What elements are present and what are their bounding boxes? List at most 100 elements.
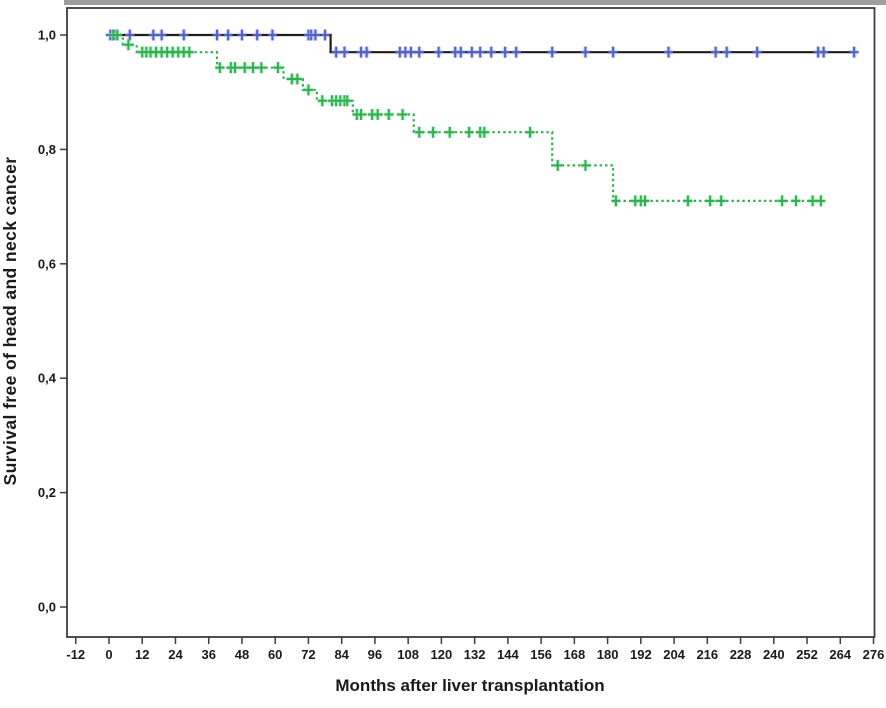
y-tick-label: 0,6 — [38, 256, 56, 271]
censor-plus-mark — [580, 46, 590, 58]
y-tick-label: 0,4 — [38, 371, 57, 386]
censor-plus-mark — [373, 109, 383, 121]
x-tick-label: 72 — [301, 647, 315, 662]
y-axis-title: Survival free of head and neck cancer — [0, 157, 20, 486]
censor-plus-mark — [256, 62, 266, 74]
x-tick-label: 0 — [105, 647, 112, 662]
series-black-solid-censor-marks — [105, 29, 859, 58]
plot-frame — [66, 7, 876, 638]
censor-plus-mark — [252, 29, 262, 41]
censor-plus-mark — [791, 195, 801, 207]
y-tick-label: 0,8 — [38, 142, 56, 157]
censor-plus-mark — [705, 195, 715, 207]
censor-plus-mark — [580, 159, 590, 171]
censor-plus-mark — [434, 46, 444, 58]
censor-plus-mark — [212, 29, 222, 41]
top-border-strip — [64, 0, 886, 5]
censor-plus-mark — [500, 46, 510, 58]
censor-plus-mark — [816, 195, 826, 207]
censor-plus-mark — [215, 62, 225, 74]
censor-plus-mark — [414, 46, 424, 58]
censor-plus-mark — [384, 109, 394, 121]
x-tick-label: 144 — [497, 647, 519, 662]
x-tick-label: 264 — [829, 647, 851, 662]
x-tick-label: 120 — [431, 647, 453, 662]
censor-plus-mark — [125, 29, 135, 41]
censor-plus-mark — [479, 126, 489, 138]
x-tick-label: 36 — [201, 647, 215, 662]
censor-plus-mark — [664, 46, 674, 58]
x-axis: -12 0 12 24 36 48 60 72 84 96 108 120 132 144 156 168 18… — [66, 637, 884, 662]
series-layer — [105, 29, 859, 207]
censor-plus-mark — [179, 29, 189, 41]
censor-plus-mark — [752, 46, 762, 58]
censor-plus-mark — [157, 29, 167, 41]
x-tick-label: 252 — [796, 647, 818, 662]
censor-plus-mark — [273, 62, 283, 74]
x-tick-label: -12 — [66, 647, 85, 662]
x-tick-label: 228 — [730, 647, 752, 662]
censor-plus-mark — [683, 195, 693, 207]
censor-plus-mark — [456, 46, 466, 58]
censor-plus-mark — [267, 29, 277, 41]
y-tick-label: 1,0 — [38, 28, 56, 43]
censor-plus-mark — [320, 29, 330, 41]
x-axis-title: Months after liver transplantation — [335, 676, 604, 695]
censor-plus-mark — [640, 195, 650, 207]
x-tick-label: 132 — [464, 647, 486, 662]
censor-plus-mark — [331, 46, 341, 58]
x-tick-label: 84 — [334, 647, 349, 662]
censor-plus-mark — [467, 46, 477, 58]
censor-plus-mark — [486, 46, 496, 58]
censor-plus-mark — [553, 159, 563, 171]
censor-plus-mark — [547, 46, 557, 58]
x-tick-label: 180 — [597, 647, 619, 662]
censor-plus-mark — [414, 126, 424, 138]
x-tick-label: 108 — [397, 647, 419, 662]
x-tick-label: 60 — [268, 647, 282, 662]
censor-plus-mark — [339, 46, 349, 58]
censor-plus-mark — [611, 195, 621, 207]
censor-plus-mark — [223, 29, 233, 41]
censor-plus-mark — [475, 46, 485, 58]
censor-plus-mark — [148, 29, 158, 41]
censor-plus-mark — [464, 126, 474, 138]
censor-plus-mark — [248, 62, 258, 74]
x-tick-label: 168 — [564, 647, 586, 662]
censor-plus-mark — [398, 109, 408, 121]
censor-plus-mark — [608, 46, 618, 58]
censor-plus-mark — [711, 46, 721, 58]
censor-plus-mark — [356, 109, 366, 121]
censor-plus-mark — [511, 46, 521, 58]
x-tick-label: 204 — [663, 647, 685, 662]
censor-plus-mark — [184, 46, 194, 58]
censor-plus-mark — [777, 195, 787, 207]
y-tick-label: 0,0 — [38, 600, 56, 615]
x-tick-label: 12 — [135, 647, 149, 662]
x-tick-label: 96 — [368, 647, 382, 662]
censor-plus-mark — [303, 84, 313, 96]
censor-plus-mark — [123, 39, 133, 51]
censor-plus-mark — [808, 195, 818, 207]
series-green-dashed-censor-marks — [108, 29, 826, 207]
x-tick-label: 192 — [630, 647, 652, 662]
censor-plus-mark — [716, 195, 726, 207]
censor-plus-mark — [310, 29, 320, 41]
x-tick-label: 24 — [168, 647, 183, 662]
censor-plus-mark — [362, 46, 372, 58]
x-tick-label: 156 — [530, 647, 552, 662]
x-tick-label: 240 — [763, 647, 785, 662]
censor-plus-mark — [240, 62, 250, 74]
censor-plus-mark — [237, 29, 247, 41]
censor-plus-mark — [406, 46, 416, 58]
censor-plus-mark — [342, 95, 352, 107]
y-tick-label: 0,2 — [38, 485, 56, 500]
censor-plus-mark — [525, 126, 535, 138]
censor-plus-mark — [112, 29, 122, 41]
x-tick-label: 216 — [696, 647, 718, 662]
censor-plus-mark — [292, 73, 302, 85]
censor-plus-mark — [317, 95, 327, 107]
censor-plus-mark — [445, 126, 455, 138]
censor-plus-mark — [722, 46, 732, 58]
